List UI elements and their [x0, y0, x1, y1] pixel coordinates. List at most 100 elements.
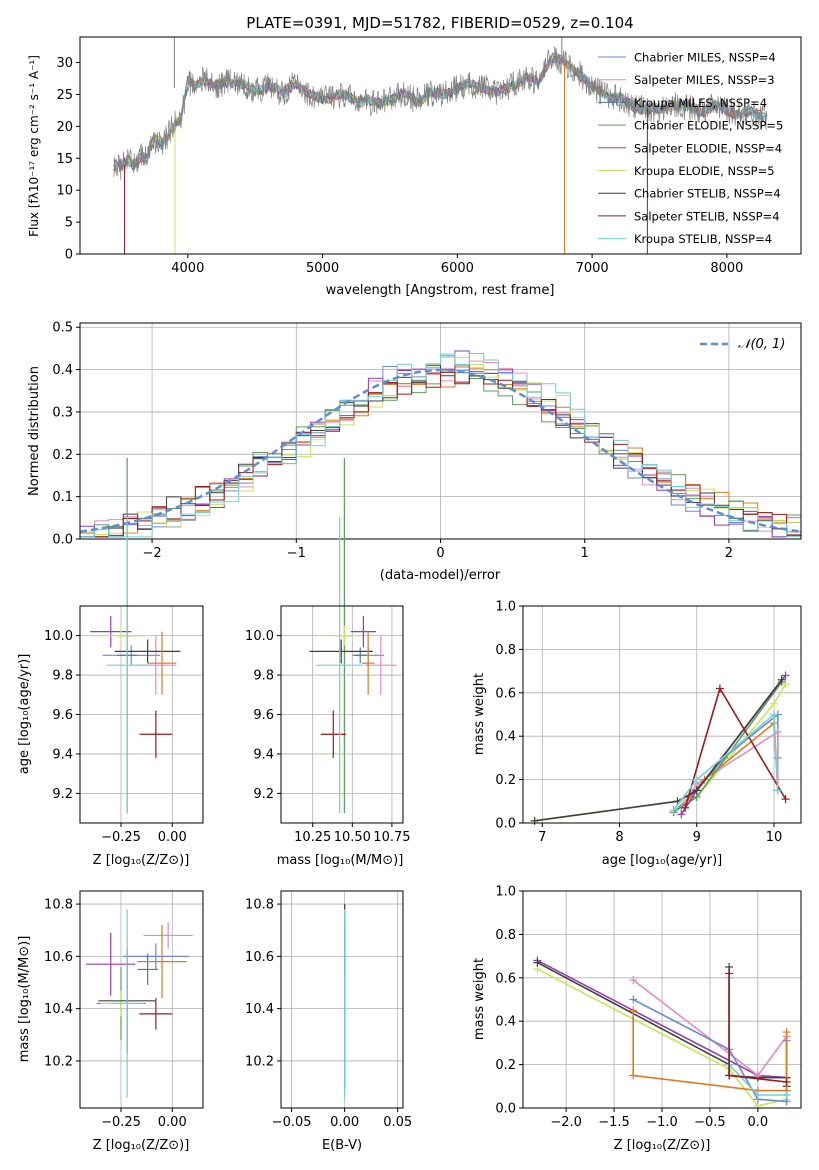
- age-vs-mass-grid: [281, 606, 403, 823]
- y-tick-label: 0.2: [495, 773, 516, 788]
- y-tick-label: 0.5: [52, 321, 73, 336]
- age-vs-mass-plot: [309, 458, 397, 814]
- weight-marker: [769, 710, 778, 719]
- x-tick-label: 8: [615, 830, 623, 845]
- weight-marker: [773, 786, 782, 795]
- residuals-panel: −2 −1 0 1 2 0.0 0.1 0.2 0.3 0.4 0.5 (data-model)/e…: [27, 321, 802, 583]
- x-tick-label: −1.5: [598, 1115, 630, 1130]
- weight-marker: [782, 1090, 791, 1099]
- x-tick-label: −2: [143, 546, 162, 561]
- spectrum-xlabel: wavelength [Angstrom, rest frame]: [326, 283, 555, 298]
- weight-line: [534, 679, 783, 822]
- weight-marker: [769, 699, 778, 708]
- x-tick-label: 0.0: [748, 1115, 769, 1130]
- y-tick-label: 10.2: [245, 1054, 274, 1069]
- legend-label: Salpeter STELIB, NSSP=4: [634, 209, 780, 223]
- y-tick-label: 0.8: [495, 643, 516, 658]
- residuals-ylabel: Normed distribution: [27, 366, 42, 496]
- weight-marker: [669, 805, 678, 814]
- y-tick-label: 0.4: [495, 1015, 516, 1030]
- weight-vs-age-ticks: 7 8 9 10 0.0 0.2 0.4 0.6 0.8 1.0: [495, 600, 782, 846]
- mass-vs-Z-xlabel: Z [log₁₀(Z/Z⊙)]: [93, 1138, 190, 1153]
- x-tick-label: 6000: [441, 261, 474, 276]
- weight-marker: [782, 1028, 791, 1037]
- weight-marker: [629, 1006, 638, 1015]
- normal-curve: [79, 368, 802, 533]
- legend-label: Chabrier STELIB, NSSP=4: [634, 187, 781, 201]
- x-tick-label: −0.25: [101, 1115, 141, 1130]
- y-tick-label: 15: [56, 152, 73, 167]
- x-tick-label: −0.25: [101, 830, 141, 845]
- weight-vs-age-ylabel: mass weight: [472, 673, 487, 755]
- x-tick-label: 10.75: [373, 830, 410, 845]
- weight-marker: [681, 803, 690, 812]
- weight-vs-age-xlabel: age [log₁₀(age/yr)]: [602, 853, 723, 868]
- y-tick-label: 0.0: [52, 533, 73, 548]
- y-tick-label: 10.8: [245, 898, 274, 913]
- weight-marker: [677, 810, 686, 819]
- y-tick-label: 9.6: [253, 708, 274, 723]
- age-vs-Z-xlabel: Z [log₁₀(Z/Z⊙)]: [93, 853, 190, 868]
- y-tick-label: 1.0: [495, 885, 516, 900]
- y-tick-label: 0.4: [495, 730, 516, 745]
- spectrum-panel: 4000 5000 6000 7000 8000 0 5 10 15 20 25 30 wavelen…: [27, 36, 802, 298]
- y-tick-label: 0.2: [52, 448, 73, 463]
- residual-histogram: [80, 355, 801, 538]
- y-tick-label: 10.4: [245, 1002, 274, 1017]
- age-vs-mass-ticks: 10.25 10.50 10.75 9.2 9.4 9.6 9.8 10.0: [245, 629, 410, 845]
- spectrum-legend: Chabrier MILES, NSSP=4 Salpeter MILES, NS…: [598, 51, 783, 246]
- weight-marker: [692, 786, 701, 795]
- y-tick-label: 10: [56, 184, 73, 199]
- y-tick-label: 10.6: [44, 950, 73, 965]
- age-vs-Z-ylabel: age [log₁₀(age/yr)]: [17, 654, 32, 775]
- y-tick-label: 0.6: [495, 686, 516, 701]
- weight-marker: [629, 975, 638, 984]
- x-tick-label: 4000: [171, 261, 204, 276]
- y-tick-label: 10.2: [44, 1054, 73, 1069]
- y-tick-label: 10.0: [245, 629, 274, 644]
- age-vs-Z-ticks: −0.25 0.00 9.2 9.4 9.6 9.8 10.0: [44, 629, 187, 845]
- x-tick-label: 10.50: [334, 830, 371, 845]
- weight-marker: [629, 995, 638, 1004]
- y-tick-label: 0: [65, 248, 73, 263]
- spectrum-plot: [113, 37, 768, 254]
- weight-marker: [725, 1071, 734, 1080]
- x-tick-label: 0: [436, 546, 444, 561]
- weight-vs-Z-panel: −2.0 −1.5 −1.0 −0.5 0.0 0.0 0.2 0.4 0.6 0.8 1.0 Z …: [472, 885, 802, 1153]
- residuals-ticks: −2 −1 0 1 2 0.0 0.1 0.2 0.3 0.4 0.5: [52, 321, 733, 561]
- weight-marker: [777, 675, 786, 684]
- x-tick-label: 5000: [306, 261, 339, 276]
- y-tick-label: 20: [56, 120, 73, 135]
- spectrum-ticks: 4000 5000 6000 7000 8000 0 5 10 15 20 25 30: [56, 56, 743, 276]
- age-vs-Z-panel: −0.25 0.00 9.2 9.4 9.6 9.8 10.0 Z [log₁₀(Z/Z⊙)…: [17, 458, 204, 868]
- y-tick-label: 0.8: [495, 928, 516, 943]
- weight-vs-Z-ticks: −2.0 −1.5 −1.0 −0.5 0.0 0.0 0.2 0.4 0.6 0.8 1.0: [495, 885, 768, 1131]
- x-tick-label: 0.00: [330, 1115, 359, 1130]
- figure-title: PLATE=0391, MJD=51782, FIBERID=0529, z=0…: [246, 14, 633, 32]
- legend-label: Kroupa ELODIE, NSSP=5: [634, 164, 775, 178]
- y-tick-label: 0.0: [495, 817, 516, 832]
- mass-vs-EBV-grid: [281, 891, 403, 1108]
- weight-vs-age-plot: [530, 671, 790, 825]
- mass-vs-EBV-panel: −0.05 0.00 0.05 10.2 10.4 10.6 10.8 E(B-V): [245, 890, 412, 1153]
- x-tick-label: 7: [538, 830, 546, 845]
- age-vs-mass-panel: 10.25 10.50 10.75 9.2 9.4 9.6 9.8 10.0 mass [lo…: [245, 458, 411, 868]
- residuals-legend: 𝒩(0, 1): [700, 337, 785, 352]
- weight-marker: [781, 671, 790, 680]
- legend-label: Chabrier ELODIE, NSSP=5: [634, 119, 783, 133]
- x-tick-label: 0.00: [158, 830, 187, 845]
- x-tick-label: 0.00: [158, 1115, 187, 1130]
- legend-label: Salpeter ELODIE, NSSP=4: [634, 141, 782, 155]
- age-vs-mass-xlabel: mass [log₁₀(M/M⊙)]: [277, 853, 404, 868]
- x-tick-label: −1: [287, 546, 306, 561]
- legend-label: Salpeter MILES, NSSP=3: [634, 73, 775, 87]
- spectrum-ylabel: Flux [fλ10⁻¹⁷ erg cm⁻² s⁻¹ A⁻¹]: [27, 55, 41, 237]
- residual-histogram: [80, 353, 801, 538]
- y-tick-label: 10.8: [44, 898, 73, 913]
- y-tick-label: 10.0: [44, 629, 73, 644]
- y-tick-label: 0.0: [495, 1102, 516, 1117]
- weight-marker: [629, 1071, 638, 1080]
- mass-vs-Z-panel: −0.25 0.00 10.2 10.4 10.6 10.8 Z [log₁₀(Z/Z⊙)…: [17, 890, 204, 1153]
- weight-vs-Z-xlabel: Z [log₁₀(Z/Z⊙)]: [614, 1138, 711, 1153]
- y-tick-label: 9.2: [52, 787, 73, 802]
